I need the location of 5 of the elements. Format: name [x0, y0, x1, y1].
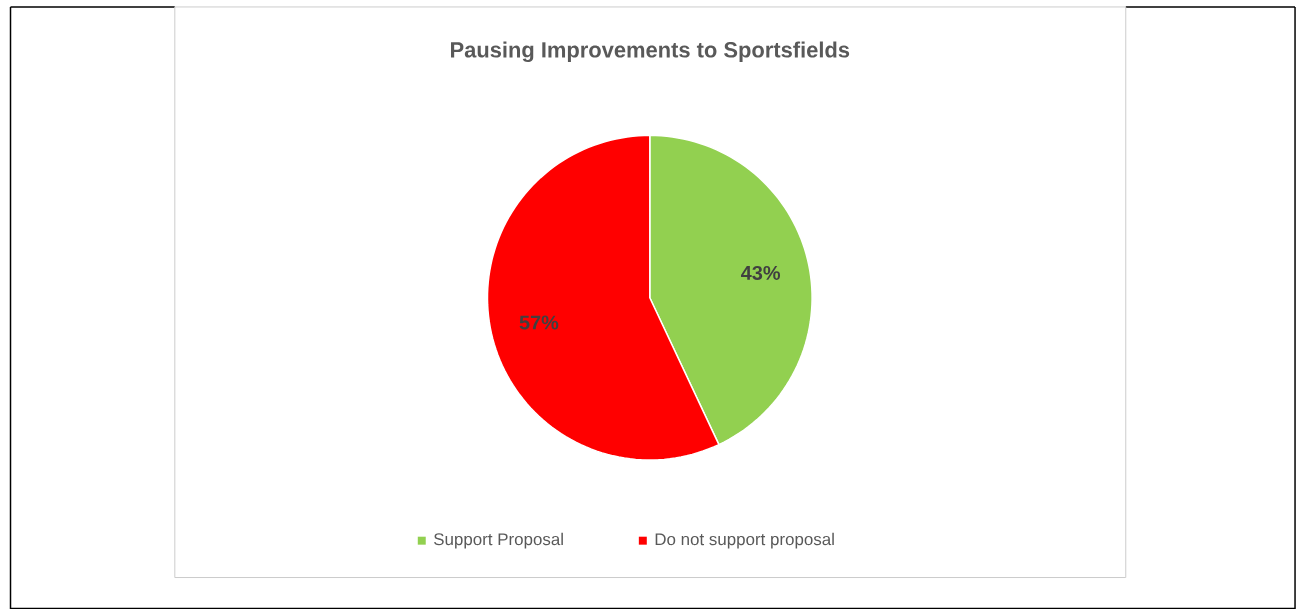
legend-label: Do not support proposal — [655, 532, 834, 549]
chart-title: Pausing Improvements to Sportsfields — [451, 41, 850, 62]
data-label: 43% — [741, 265, 781, 280]
legend-label: Support Proposal — [434, 532, 563, 549]
data-label: 57% — [519, 315, 559, 330]
